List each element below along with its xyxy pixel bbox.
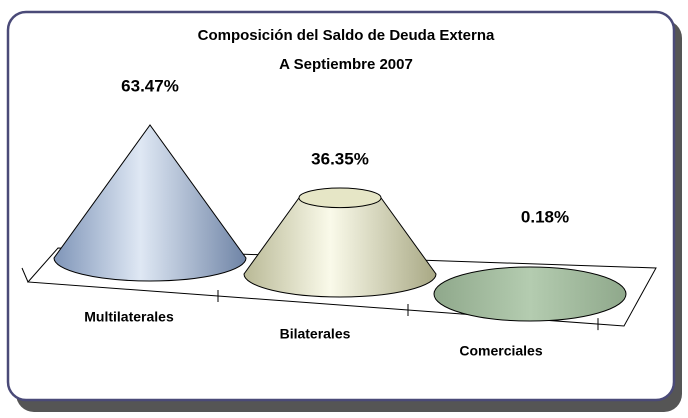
plot: 63.47% Multilaterales 36.35% Bilaterales 0.1…: [53, 76, 627, 359]
axis-end: [21, 267, 29, 283]
data-label: 36.35%: [311, 149, 369, 168]
chart-title: Composición del Saldo de Deuda Externa: [198, 27, 495, 44]
x-tick-label: Multilaterales: [84, 309, 174, 325]
chart-subtitle: A Septiembre 2007: [279, 56, 413, 73]
cone: [433, 266, 627, 322]
cone: [53, 124, 247, 282]
data-label: 63.47%: [121, 76, 179, 95]
x-tick-label: Comerciales: [459, 343, 542, 359]
x-tick-label: Bilaterales: [280, 326, 351, 342]
data-label: 0.18%: [521, 207, 569, 226]
cone-top: [298, 187, 382, 209]
cone: [243, 197, 437, 298]
